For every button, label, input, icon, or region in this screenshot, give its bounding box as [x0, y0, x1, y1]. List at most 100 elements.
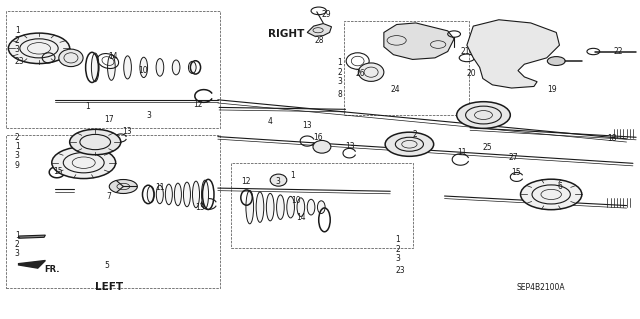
- Circle shape: [385, 132, 434, 156]
- Text: 14: 14: [108, 52, 118, 61]
- Polygon shape: [307, 24, 332, 36]
- Text: 28: 28: [315, 36, 324, 45]
- Text: 2: 2: [15, 36, 19, 45]
- Ellipse shape: [307, 199, 315, 215]
- Text: 3: 3: [15, 249, 20, 258]
- Text: 3: 3: [275, 177, 280, 186]
- Text: 2: 2: [15, 240, 19, 249]
- Text: 16: 16: [314, 133, 323, 142]
- Text: 26: 26: [356, 69, 365, 78]
- Circle shape: [109, 180, 138, 194]
- Text: SEP4B2100A: SEP4B2100A: [516, 283, 565, 292]
- Text: 1: 1: [15, 26, 19, 35]
- Ellipse shape: [156, 185, 163, 204]
- Text: 15: 15: [53, 167, 63, 176]
- Ellipse shape: [140, 57, 148, 78]
- Ellipse shape: [172, 60, 180, 75]
- Text: 13: 13: [346, 142, 355, 151]
- Text: 2: 2: [396, 245, 400, 254]
- Ellipse shape: [92, 53, 99, 82]
- Text: 4: 4: [268, 117, 273, 126]
- Ellipse shape: [59, 49, 83, 67]
- Ellipse shape: [147, 186, 154, 203]
- Text: 11: 11: [156, 183, 164, 192]
- Polygon shape: [467, 20, 559, 88]
- Text: 9: 9: [15, 161, 20, 170]
- Text: 10: 10: [291, 196, 301, 205]
- Text: RIGHT: RIGHT: [268, 29, 304, 39]
- Text: 13: 13: [302, 121, 312, 130]
- Text: 18: 18: [607, 134, 617, 143]
- Ellipse shape: [184, 182, 191, 207]
- Bar: [230, 163, 413, 249]
- Ellipse shape: [188, 61, 196, 73]
- Text: 1: 1: [290, 171, 295, 180]
- Text: 21: 21: [461, 47, 470, 56]
- Text: 12: 12: [193, 100, 203, 109]
- Circle shape: [52, 147, 116, 179]
- Ellipse shape: [297, 198, 305, 217]
- Text: LEFT: LEFT: [95, 282, 124, 292]
- Text: 1: 1: [15, 142, 19, 151]
- Ellipse shape: [358, 63, 384, 81]
- Text: 6: 6: [557, 182, 563, 191]
- Ellipse shape: [156, 59, 164, 76]
- Text: 3: 3: [15, 151, 20, 160]
- Text: 3: 3: [396, 254, 400, 263]
- Text: 17: 17: [104, 115, 114, 124]
- Polygon shape: [384, 23, 454, 59]
- Text: 3: 3: [147, 111, 151, 120]
- Text: 8: 8: [338, 90, 342, 99]
- Text: 23: 23: [396, 266, 405, 275]
- Text: 13: 13: [122, 127, 132, 136]
- Ellipse shape: [313, 140, 331, 153]
- Text: 20: 20: [467, 69, 477, 78]
- Ellipse shape: [165, 184, 172, 205]
- Ellipse shape: [287, 197, 294, 218]
- Circle shape: [520, 179, 582, 210]
- Text: 10: 10: [138, 66, 148, 75]
- Ellipse shape: [256, 192, 264, 222]
- Ellipse shape: [202, 180, 209, 209]
- Text: 23: 23: [15, 57, 24, 66]
- Text: 1: 1: [396, 235, 400, 244]
- Text: 3: 3: [337, 77, 342, 86]
- Ellipse shape: [174, 183, 181, 206]
- Text: 14: 14: [296, 213, 305, 222]
- Text: 2: 2: [413, 130, 417, 138]
- Text: 15: 15: [511, 168, 521, 177]
- Ellipse shape: [246, 190, 253, 224]
- Ellipse shape: [266, 193, 274, 221]
- Ellipse shape: [270, 174, 287, 186]
- Text: 5: 5: [104, 261, 109, 271]
- Bar: [6, 11, 220, 128]
- Circle shape: [8, 33, 70, 63]
- Polygon shape: [19, 235, 45, 238]
- Text: 22: 22: [614, 47, 623, 56]
- Text: 1: 1: [15, 231, 19, 240]
- Ellipse shape: [317, 201, 325, 213]
- Ellipse shape: [108, 55, 115, 80]
- Bar: [344, 21, 468, 115]
- Text: 7: 7: [106, 192, 111, 201]
- Text: 29: 29: [322, 11, 332, 19]
- Text: 19: 19: [547, 85, 556, 94]
- Text: 2: 2: [15, 133, 19, 142]
- Ellipse shape: [276, 195, 284, 219]
- Text: 13: 13: [195, 203, 205, 212]
- Text: 11: 11: [458, 148, 467, 157]
- Ellipse shape: [193, 181, 200, 208]
- Circle shape: [547, 56, 565, 65]
- Text: 24: 24: [390, 85, 400, 94]
- Polygon shape: [19, 261, 45, 268]
- Circle shape: [457, 102, 510, 128]
- Circle shape: [70, 129, 121, 155]
- Text: 1: 1: [338, 58, 342, 67]
- Text: 25: 25: [483, 143, 492, 152]
- Ellipse shape: [124, 56, 131, 79]
- Text: 1: 1: [86, 102, 90, 111]
- Text: 2: 2: [338, 68, 342, 77]
- Bar: [6, 135, 220, 288]
- Text: 27: 27: [508, 153, 518, 162]
- Text: FR.: FR.: [44, 264, 60, 274]
